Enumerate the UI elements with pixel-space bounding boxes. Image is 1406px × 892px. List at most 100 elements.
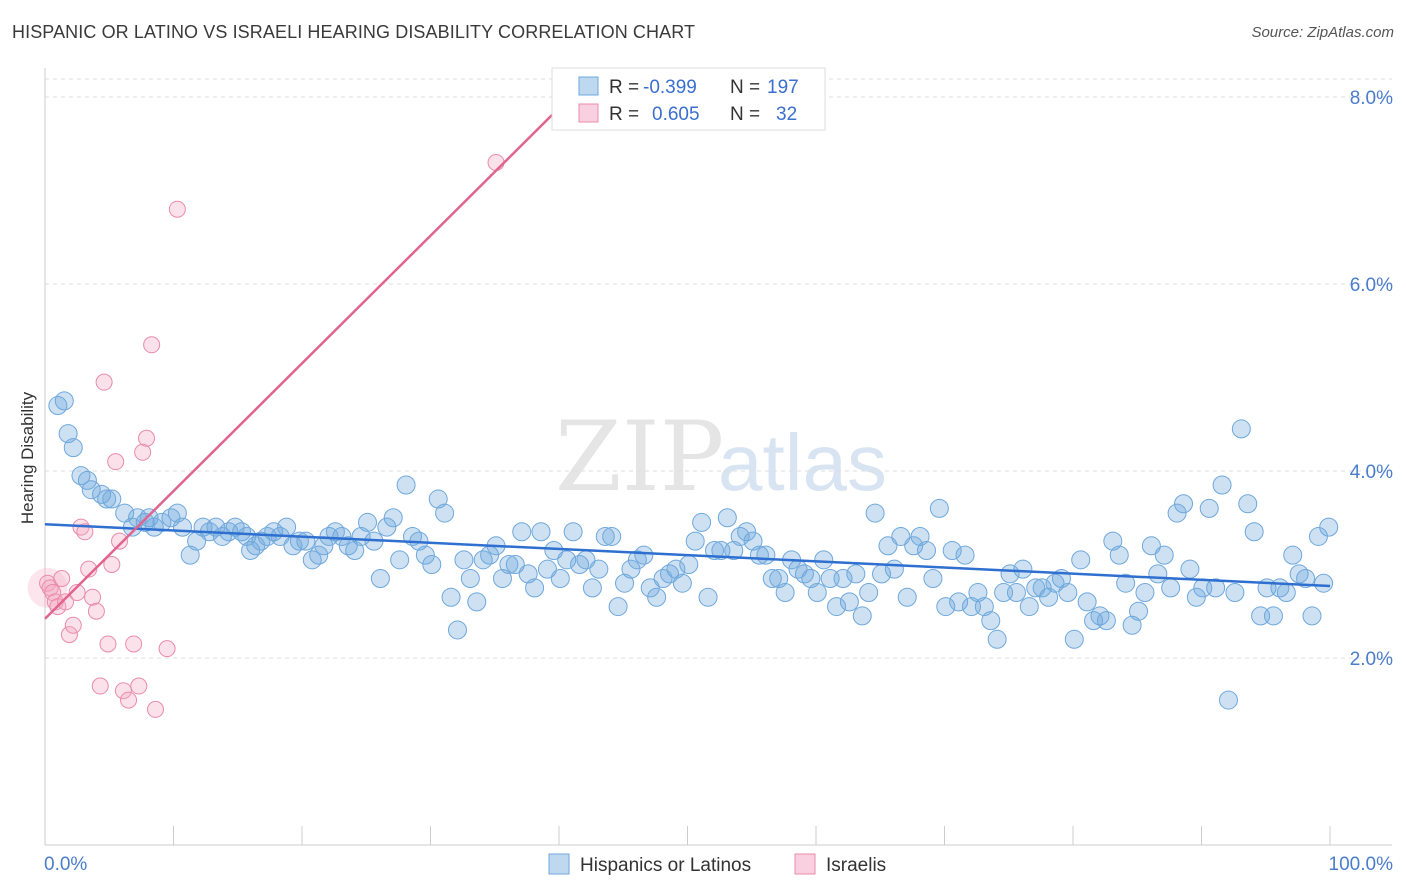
tick-labels: 2.0% 4.0% 6.0% 8.0% 0.0% 100.0% [44, 88, 1393, 875]
hispanics-point [277, 517, 297, 537]
hispanics-point [801, 569, 821, 589]
hispanics-point [756, 545, 776, 565]
hispanics-point [1039, 587, 1059, 607]
hispanics-point [167, 503, 187, 523]
hispanics-point [97, 489, 117, 509]
hispanics-point [377, 517, 397, 537]
y-tick-label: 6.0% [1350, 275, 1393, 296]
hispanics-point [544, 540, 564, 560]
hispanics-point [724, 540, 744, 560]
watermark-atlas: atlas [718, 418, 887, 507]
hispanics-point [685, 531, 705, 551]
hispanics-point [698, 587, 718, 607]
stats-r-label-1: R = [609, 77, 639, 98]
israelis-point-cluster [27, 567, 68, 608]
hispanics-point [332, 526, 352, 546]
hispanics-point [435, 503, 455, 523]
hispanics-point [1116, 573, 1136, 593]
hispanics-point [1296, 569, 1316, 589]
hispanics-point [58, 424, 78, 444]
hispanics-point [63, 438, 83, 458]
israelis-point [130, 677, 148, 695]
hispanics-point [499, 555, 519, 574]
hispanics-point [139, 508, 159, 528]
hispanics-point [1129, 601, 1149, 621]
hispanics-point [608, 597, 628, 617]
hispanics-point [910, 526, 930, 546]
israelis-point [60, 626, 78, 644]
legend-label-hispanics: Hispanics or Latinos [580, 855, 751, 876]
hispanics-point [955, 545, 975, 565]
israelis-point [84, 588, 102, 606]
hispanics-point [672, 573, 692, 593]
hispanics-point [358, 512, 378, 532]
hispanics-point [769, 569, 789, 589]
israelis-point [125, 635, 143, 653]
hispanics-point [1283, 545, 1303, 565]
hispanics-point [743, 531, 763, 551]
hispanics-point [550, 569, 570, 589]
hispanics-point [1167, 503, 1187, 523]
chart-title: HISPANIC OR LATINO VS ISRAELI HEARING DI… [12, 22, 696, 42]
hispanics-point [974, 597, 994, 617]
hispanics-point [1263, 606, 1283, 626]
hispanics-point [1212, 475, 1232, 495]
hispanics-point [1103, 531, 1123, 551]
hispanics-point [897, 587, 917, 607]
axes [44, 68, 1392, 846]
hispanics-point [428, 489, 448, 509]
hispanics-point [396, 475, 416, 495]
hispanics-point [1148, 564, 1168, 584]
hispanics-point [557, 550, 577, 570]
hispanics-point [884, 559, 904, 579]
hispanics-point [1206, 578, 1226, 598]
stats-n-value-1: 197 [767, 77, 799, 98]
hispanics-point [615, 573, 635, 593]
hispanics-point [563, 522, 583, 542]
israelis-point [99, 635, 117, 653]
hispanics-point [878, 536, 898, 556]
stats-n-label-2: N = [730, 104, 760, 125]
y-tick-label: 2.0% [1350, 649, 1393, 670]
hispanics-point [492, 569, 512, 589]
hispanics-point [525, 578, 545, 598]
hispanics-point [1199, 498, 1219, 518]
hispanics-point [1319, 517, 1339, 537]
hispanics-point [351, 526, 371, 546]
hispanics-point [602, 526, 622, 546]
hispanics-point [309, 545, 329, 565]
israelis-point [57, 593, 75, 611]
hispanics-point [345, 540, 365, 560]
hispanics-point [634, 545, 654, 565]
israelis-point [114, 682, 132, 700]
stats-n-value-2: 32 [776, 104, 797, 125]
y-tick-label: 8.0% [1350, 88, 1393, 109]
hispanics-point [827, 597, 847, 617]
hispanics-point [1161, 578, 1181, 598]
hispanics-point [582, 578, 602, 598]
israelis-point [80, 560, 98, 578]
israelis-point [68, 584, 86, 602]
hispanics-point [833, 569, 853, 589]
hispanics-point [936, 597, 956, 617]
hispanics-point [923, 569, 943, 589]
hispanics-point [422, 555, 442, 574]
hispanics-point [518, 564, 538, 584]
hispanics-point [852, 606, 872, 626]
israelis-point [91, 677, 109, 695]
hispanics-point [1302, 606, 1322, 626]
hispanics-point [1218, 690, 1238, 710]
trend-lines [44, 100, 1331, 620]
hispanics-point [1244, 522, 1264, 542]
hispanics-point [679, 555, 699, 574]
hispanics-point [1154, 545, 1174, 565]
stats-box: R = -0.399 N = 197 R = 0.605 N = 32 [551, 67, 826, 131]
israelis-point [143, 336, 161, 354]
hispanics-point [1064, 629, 1084, 649]
hispanics-point [1180, 559, 1200, 579]
hispanics-point [296, 531, 316, 551]
hispanics-point [1314, 573, 1334, 593]
hispanics-point [512, 522, 532, 542]
israelis-point [168, 200, 186, 218]
